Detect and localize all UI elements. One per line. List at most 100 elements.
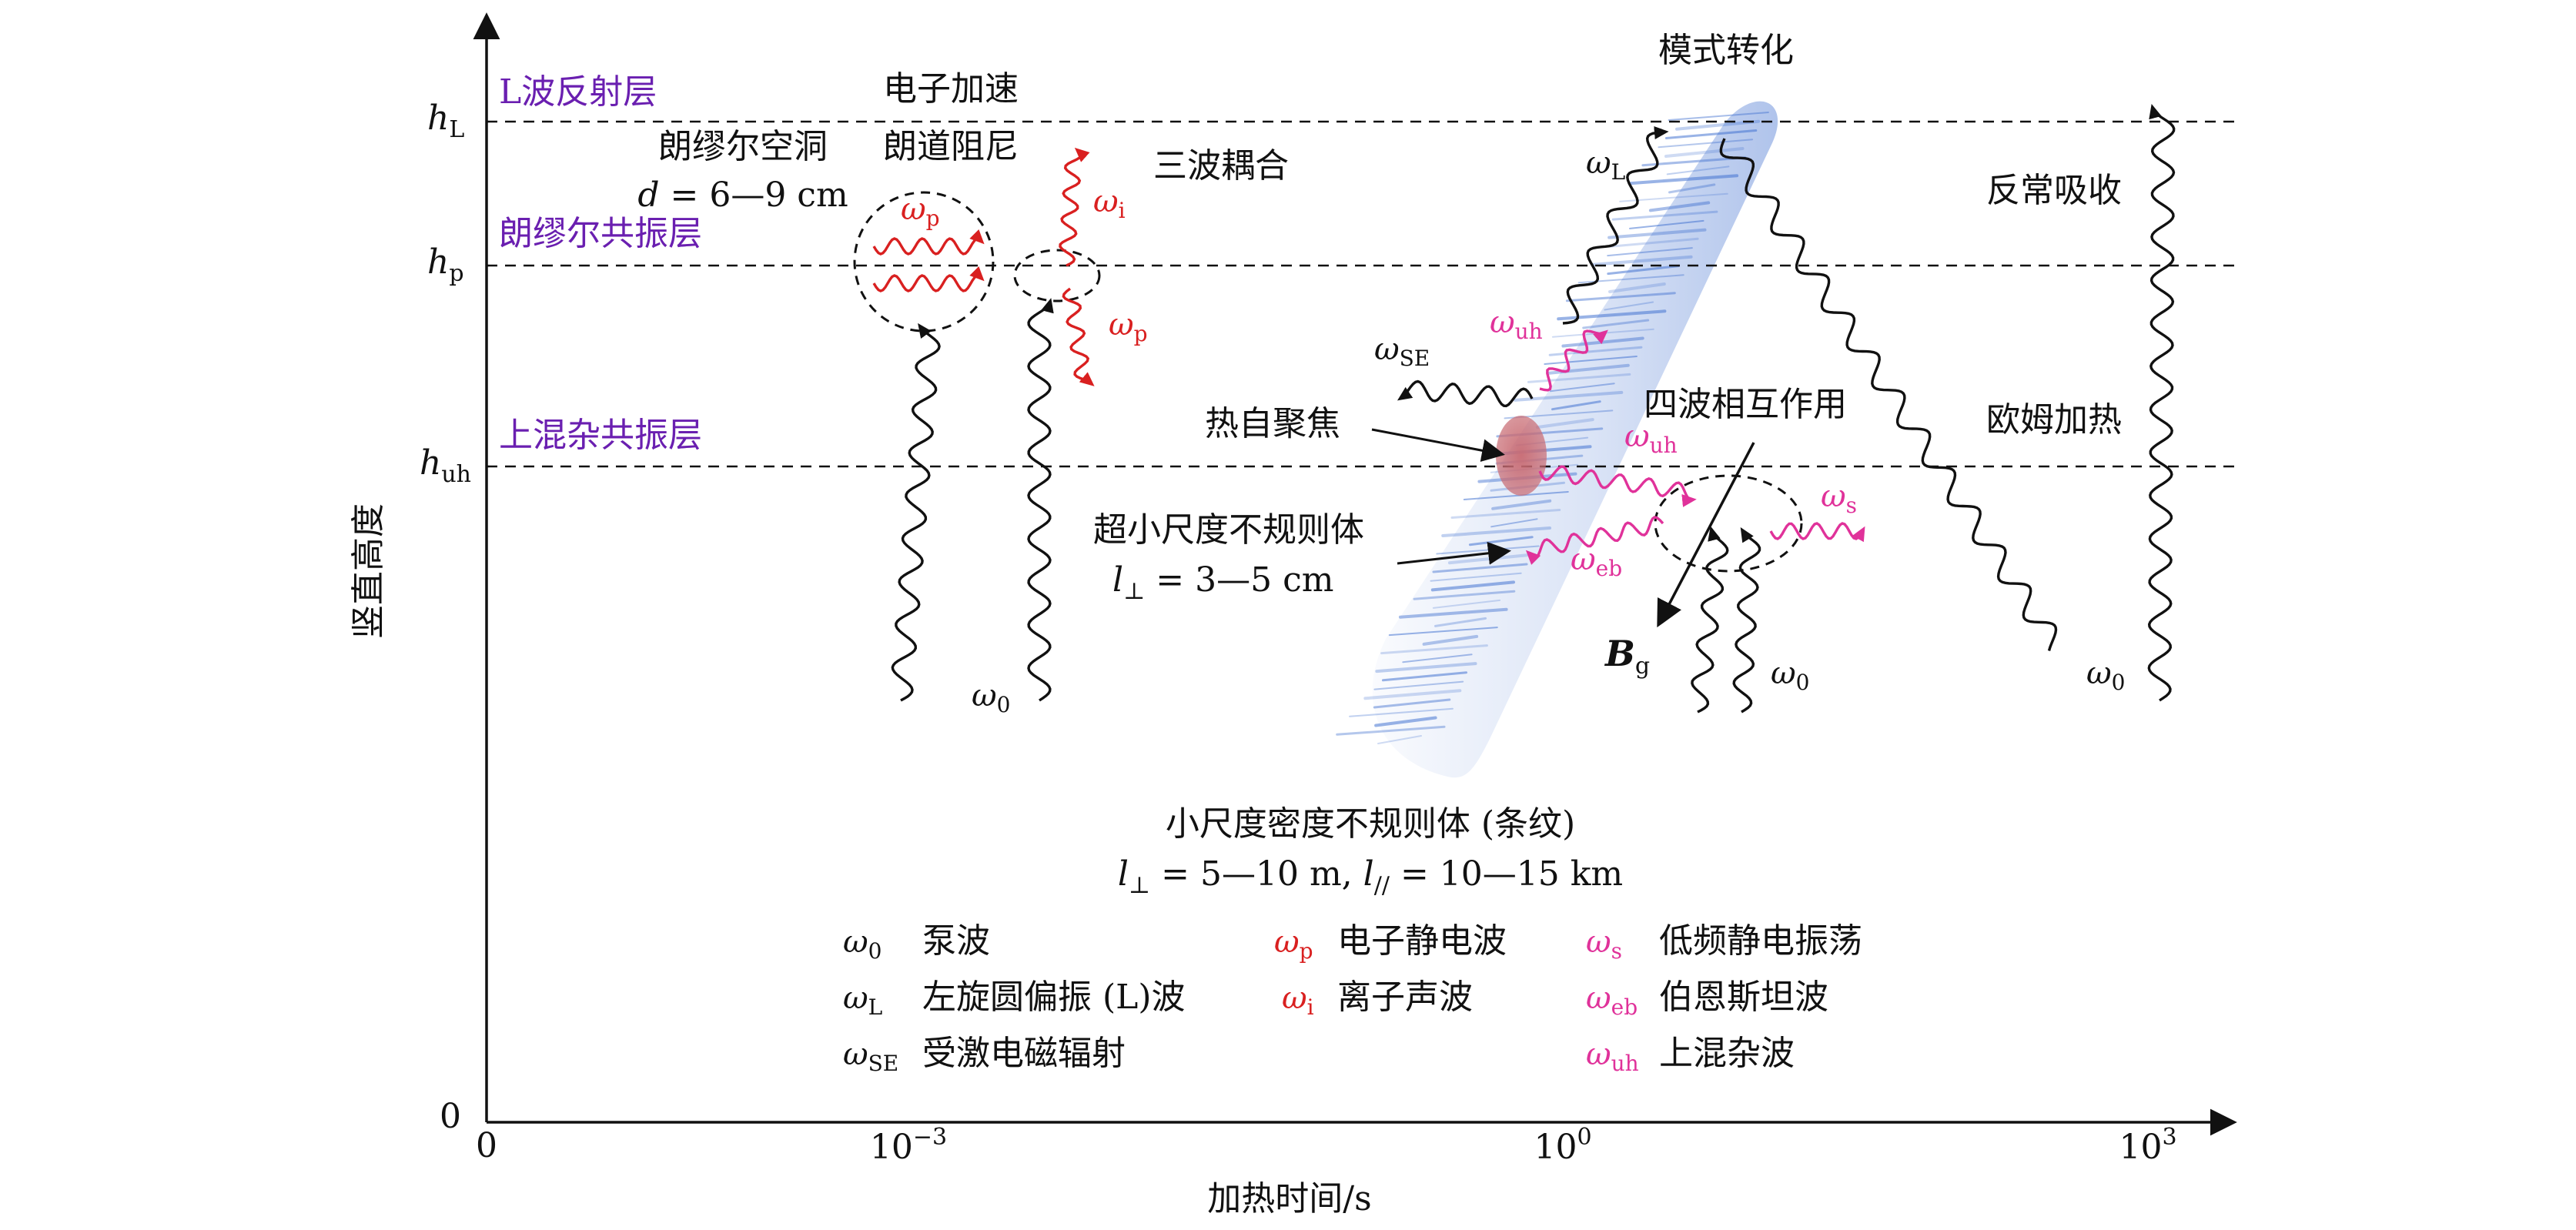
striation-streak — [1666, 165, 1730, 175]
striation-streak — [1582, 319, 1650, 329]
svg-text:ωuh: ωuh — [1586, 1037, 1639, 1076]
label-self-focusing: 热自聚焦 — [1205, 404, 1340, 443]
striation-streak — [1490, 518, 1538, 528]
cavity-langmuir-wave — [872, 266, 985, 292]
label-anomalous: 反常吸收 — [1986, 171, 2122, 210]
wave-label-wuh: ωuh — [1624, 419, 1678, 458]
density-blob-icon — [1496, 416, 1547, 496]
striation-streak — [1664, 129, 1758, 139]
cavity-langmuir-wave — [872, 229, 985, 256]
svg-text:低频静电振荡: 低频静电振荡 — [1659, 921, 1862, 961]
origin-x-label: 0 — [476, 1126, 497, 1165]
svg-text:泵波: 泵波 — [922, 921, 990, 961]
x-tick-label: 100 — [1534, 1124, 1591, 1167]
ion-acoustic-wave — [1059, 147, 1090, 267]
l-wave — [1719, 138, 2058, 651]
wave-label-w0: ω0 — [2086, 656, 2125, 695]
striation-streak — [1535, 418, 1594, 429]
wave-group — [872, 103, 2176, 714]
l-wave — [1562, 126, 1669, 325]
striation-streak — [1430, 580, 1515, 592]
striation-streak — [1608, 282, 1666, 293]
striation-streak — [1375, 662, 1477, 673]
striation-streak — [1604, 301, 1654, 311]
striation-streak — [1382, 671, 1467, 682]
striation-streak — [1607, 265, 1680, 276]
label-electron-accel: 电子加速 — [883, 69, 1019, 109]
striation-band-icon — [1336, 101, 1778, 778]
striation-streak — [1514, 390, 1624, 402]
striation-streak — [1380, 644, 1488, 655]
wave-label-wSE: ωSE — [1374, 332, 1430, 371]
striation-streak — [1388, 627, 1498, 637]
pump-wave — [891, 323, 941, 702]
layer-l-reflect: L波反射层 — [499, 72, 657, 112]
striation-streak — [1398, 607, 1508, 619]
striation-streak — [1611, 210, 1718, 221]
geomag-field-arrow — [1657, 442, 1755, 628]
striation-streak — [1609, 237, 1699, 248]
svg-text:伯恩斯坦波: 伯恩斯坦波 — [1659, 978, 1828, 1017]
label-small-scale: 小尺度密度不规则体 (条纹) — [1166, 804, 1575, 844]
striation-streak — [1591, 255, 1693, 266]
wave-label-wp: ωp — [1109, 307, 1148, 346]
label-Bg: Bg — [1604, 633, 1650, 680]
label-small-scale-size: l⊥ = 5—10 m, l// = 10—15 km — [1118, 854, 1623, 899]
x-tick-label: 10−3 — [870, 1124, 947, 1167]
stimulated-emission-wave — [1397, 379, 1534, 408]
three-wave-circle — [1013, 249, 1101, 302]
striation-streak — [1363, 689, 1462, 700]
striation-streak — [1668, 112, 1769, 121]
pump-wave — [2147, 103, 2176, 702]
pump-wave — [1027, 298, 1054, 702]
striation-streak — [1675, 119, 1761, 131]
label-landau: 朗道阻尼 — [883, 127, 1019, 166]
y-tick-hL: hL — [427, 99, 464, 143]
x-axis-title: 加热时间/s — [1207, 1179, 1371, 1218]
striation-streak — [1441, 526, 1551, 537]
label-cavity: 朗缪尔空洞 — [658, 127, 828, 166]
striation-streak — [1468, 536, 1534, 546]
cavity-circle — [853, 191, 995, 333]
wave-label-wi: ωi — [1093, 184, 1126, 223]
label-cavity-size: d = 6—9 cm — [637, 175, 848, 215]
striation-streak — [1551, 400, 1601, 411]
wave-label-w0: ω0 — [1771, 656, 1809, 695]
wave-label-wuh: ωuh — [1490, 305, 1543, 344]
striation-streak — [1658, 139, 1754, 149]
label-three-wave: 三波耦合 — [1153, 146, 1289, 186]
striation-streak — [1422, 634, 1479, 646]
legend-item: ωeb 伯恩斯坦波 — [1586, 978, 1828, 1020]
layer-langmuir: 朗缪尔共振层 — [499, 214, 702, 253]
striation-streak — [1607, 228, 1707, 239]
svg-text:ωeb: ωeb — [1586, 981, 1638, 1020]
y-tick-huh: huh — [420, 443, 471, 488]
striation-streak — [1402, 653, 1473, 663]
striation-streak — [1432, 563, 1528, 573]
svg-text:ω0: ω0 — [843, 924, 882, 964]
svg-text:ωSE: ωSE — [843, 1037, 898, 1076]
self-focus-pointer — [1371, 428, 1505, 463]
striation-streak — [1641, 156, 1747, 167]
striation-streak — [1349, 707, 1454, 717]
wave-label-wL: ωL — [1586, 145, 1625, 185]
striation-streak — [1628, 174, 1739, 186]
striation-streak — [1434, 617, 1487, 627]
striation-streak — [1463, 491, 1569, 500]
label-ultra-small-size: l⊥ = 3—5 cm — [1112, 560, 1333, 605]
striation-streak — [1607, 247, 1693, 257]
legend-item: ωuh 上混杂波 — [1586, 1034, 1795, 1076]
wave-label-w0: ω0 — [972, 678, 1010, 717]
striation-streak — [1664, 147, 1745, 158]
striation-streak — [1432, 599, 1501, 609]
axes: 0 0 10−3 100 103 加热时间/s 竖直高度 hL hp huh — [349, 12, 2237, 1218]
striation-streak — [1373, 698, 1451, 709]
svg-text:上混杂波: 上混杂波 — [1659, 1034, 1795, 1073]
striation-streak — [1565, 292, 1676, 302]
striation-streak — [1377, 735, 1422, 744]
striation-streak — [1430, 572, 1522, 582]
wave-label-wp-cavity: ωp — [901, 192, 940, 231]
striation-streak — [1527, 373, 1631, 383]
langmuir-wave — [1062, 287, 1095, 386]
